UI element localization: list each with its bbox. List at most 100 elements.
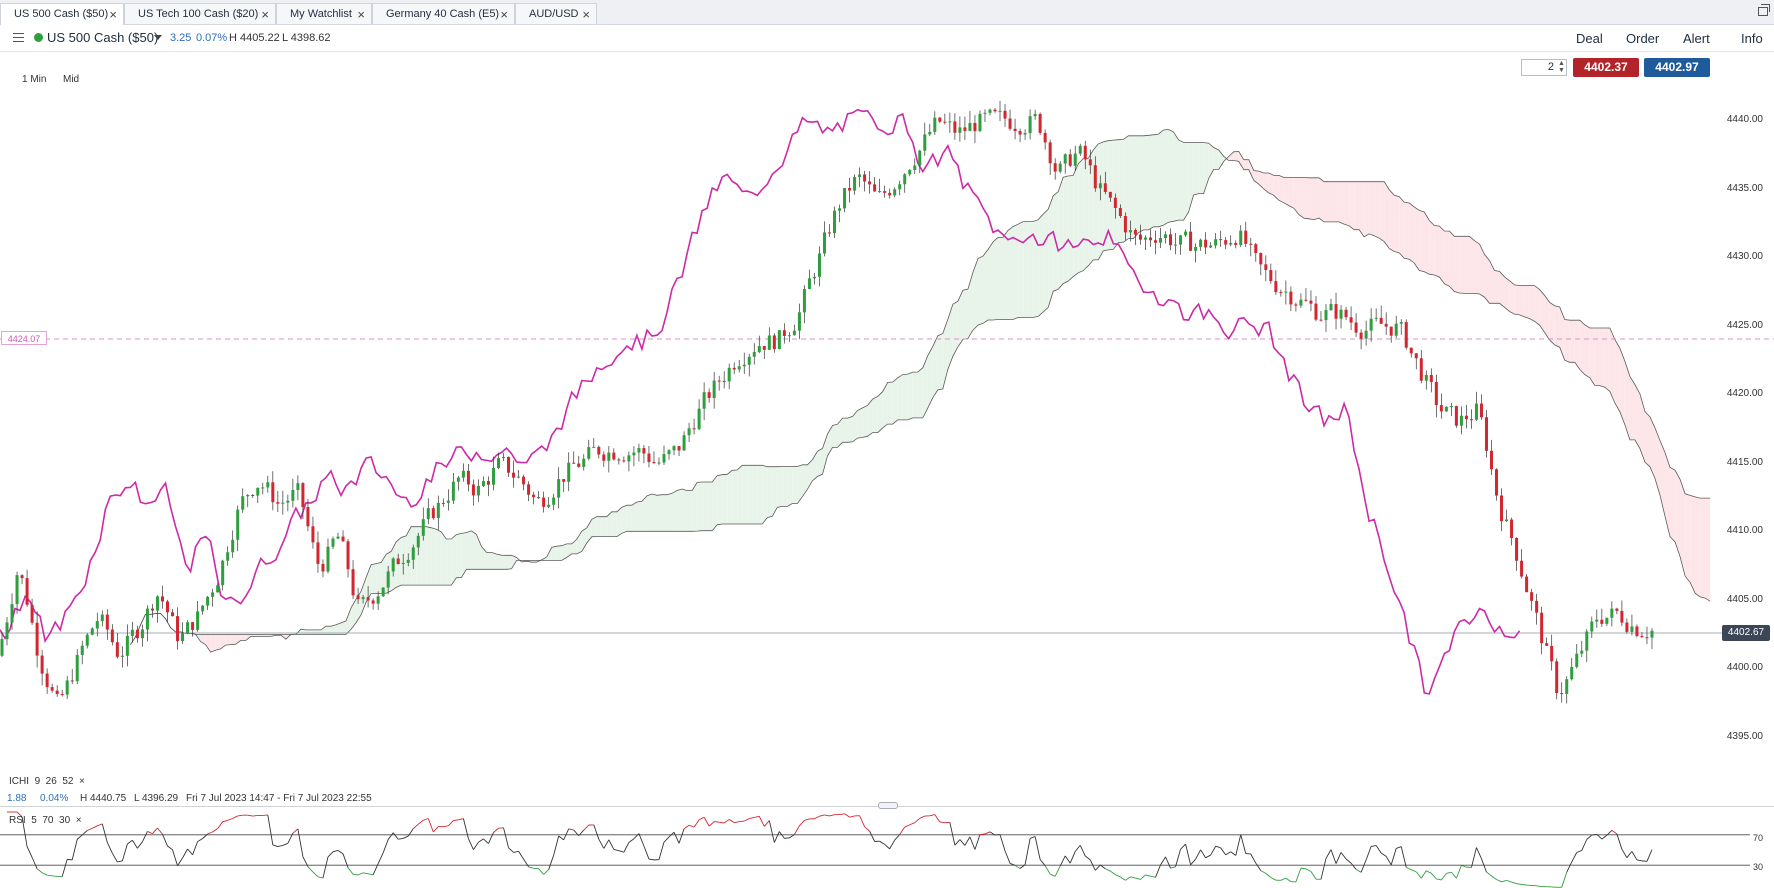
rsi-segment — [1476, 847, 1482, 859]
rsi-segment — [132, 840, 138, 849]
rsi-segment — [377, 852, 384, 864]
resize-handle[interactable] — [878, 802, 898, 809]
candle-body — [1244, 230, 1248, 244]
close-icon[interactable]: × — [109, 7, 117, 22]
candle-body — [60, 693, 64, 695]
info-button[interactable]: Info — [1741, 31, 1763, 46]
candle-body — [722, 380, 726, 382]
candle-body — [155, 596, 159, 611]
cloud-segment — [857, 407, 863, 439]
cloud-segment — [1168, 129, 1174, 223]
rsi-segment — [106, 842, 113, 854]
rsi-segment — [307, 866, 314, 873]
deal-button[interactable]: Deal — [1576, 31, 1603, 46]
candle-body — [486, 481, 490, 485]
candle-body — [110, 629, 114, 643]
cloud-segment — [1584, 324, 1590, 378]
rsi-legend[interactable]: RSI 5 70 30 × — [9, 815, 82, 826]
candle-body — [1429, 374, 1433, 382]
sell-button[interactable]: 4402.37 — [1573, 58, 1639, 77]
alert-button[interactable]: Alert — [1683, 31, 1710, 46]
close-icon[interactable]: × — [75, 815, 82, 826]
close-icon[interactable]: × — [357, 7, 365, 22]
tab-us500[interactable]: US 500 Cash ($50) × — [0, 3, 124, 25]
cloud-segment — [1138, 135, 1144, 233]
cloud-segment — [1003, 230, 1009, 320]
cloud-segment — [1173, 131, 1179, 222]
cloud-segment — [962, 289, 968, 340]
cloud-segment — [225, 634, 231, 646]
tab-audusd[interactable]: AUD/USD × — [515, 3, 597, 24]
ichimoku-lines — [130, 129, 1711, 653]
candle-body — [416, 535, 420, 548]
candle-body — [135, 629, 139, 639]
close-icon[interactable]: × — [500, 7, 508, 22]
stepper-arrows-icon[interactable]: ▲ ▼ — [1558, 60, 1565, 74]
candle-body — [1439, 405, 1443, 412]
order-button[interactable]: Order — [1626, 31, 1660, 46]
candle-body — [657, 462, 661, 464]
candle-body — [1068, 154, 1072, 166]
buy-button[interactable]: 4402.97 — [1644, 58, 1710, 77]
rsi-segment — [1305, 868, 1312, 872]
rsi-segment — [1430, 873, 1437, 880]
cloud-segment — [1334, 181, 1340, 222]
rsi-segment — [1501, 879, 1507, 883]
candle-body — [1038, 113, 1042, 133]
rsi-segment — [1165, 856, 1171, 869]
cloud-segment — [1489, 260, 1495, 304]
instrument-name[interactable]: US 500 Cash ($50) — [47, 30, 159, 45]
chevron-down-icon[interactable] — [154, 35, 162, 40]
ichimoku-legend[interactable]: ICHI 9 26 52 × — [9, 776, 85, 787]
cloud-segment — [952, 301, 958, 357]
candle-body — [898, 184, 902, 190]
cloud-segment — [230, 634, 236, 645]
close-icon[interactable]: × — [582, 7, 590, 22]
candle-body — [446, 500, 450, 503]
candle-body — [817, 253, 821, 277]
quantity-stepper[interactable]: 2 — [1521, 59, 1567, 76]
candle-body — [622, 460, 626, 462]
candle-body — [787, 335, 791, 337]
rsi-segment — [167, 845, 173, 851]
candle-body — [145, 608, 149, 630]
cloud-segment — [927, 346, 933, 409]
candle-body — [883, 191, 887, 193]
rsi-segment — [398, 837, 404, 840]
rsi-segment — [1175, 849, 1181, 867]
timeframe-selector[interactable]: 1 Min — [22, 74, 47, 85]
rsi-segment — [824, 814, 830, 817]
candle-body — [1003, 110, 1007, 119]
rsi-segment — [237, 814, 243, 817]
tab-germany40[interactable]: Germany 40 Cash (E5) × — [372, 3, 515, 24]
candle-body — [1339, 309, 1343, 319]
cloud-segment — [677, 488, 683, 532]
price-type-selector[interactable]: Mid — [63, 74, 80, 85]
rsi-segment — [1150, 875, 1156, 878]
candle-body — [843, 188, 847, 209]
rsi-segment — [222, 819, 228, 823]
rsi-segment — [608, 839, 615, 850]
cloud-segment — [687, 490, 693, 532]
cloud-segment — [486, 552, 492, 570]
tab-ustech100[interactable]: US Tech 100 Cash ($20) × — [124, 3, 276, 24]
close-icon[interactable]: × — [261, 7, 269, 22]
menu-icon[interactable] — [13, 33, 24, 42]
close-icon[interactable]: × — [79, 776, 85, 787]
cloud-segment — [1599, 328, 1605, 388]
popout-icon[interactable] — [1758, 4, 1770, 16]
candle-body — [1048, 142, 1052, 164]
tab-watchlist[interactable]: My Watchlist × — [276, 3, 372, 24]
senkou-span-a — [130, 129, 1711, 653]
cloud-segment — [636, 501, 642, 532]
candle-body — [752, 352, 756, 357]
cloud-segment — [1354, 181, 1360, 230]
cloud-segment — [1574, 320, 1580, 370]
cloud-segment — [626, 505, 632, 532]
alert-line-label[interactable]: 4424.07 — [1, 331, 47, 345]
candle-body — [216, 585, 220, 593]
rsi-segment — [1059, 855, 1066, 867]
rsi-segment — [1054, 865, 1061, 877]
candle-body — [451, 481, 455, 501]
